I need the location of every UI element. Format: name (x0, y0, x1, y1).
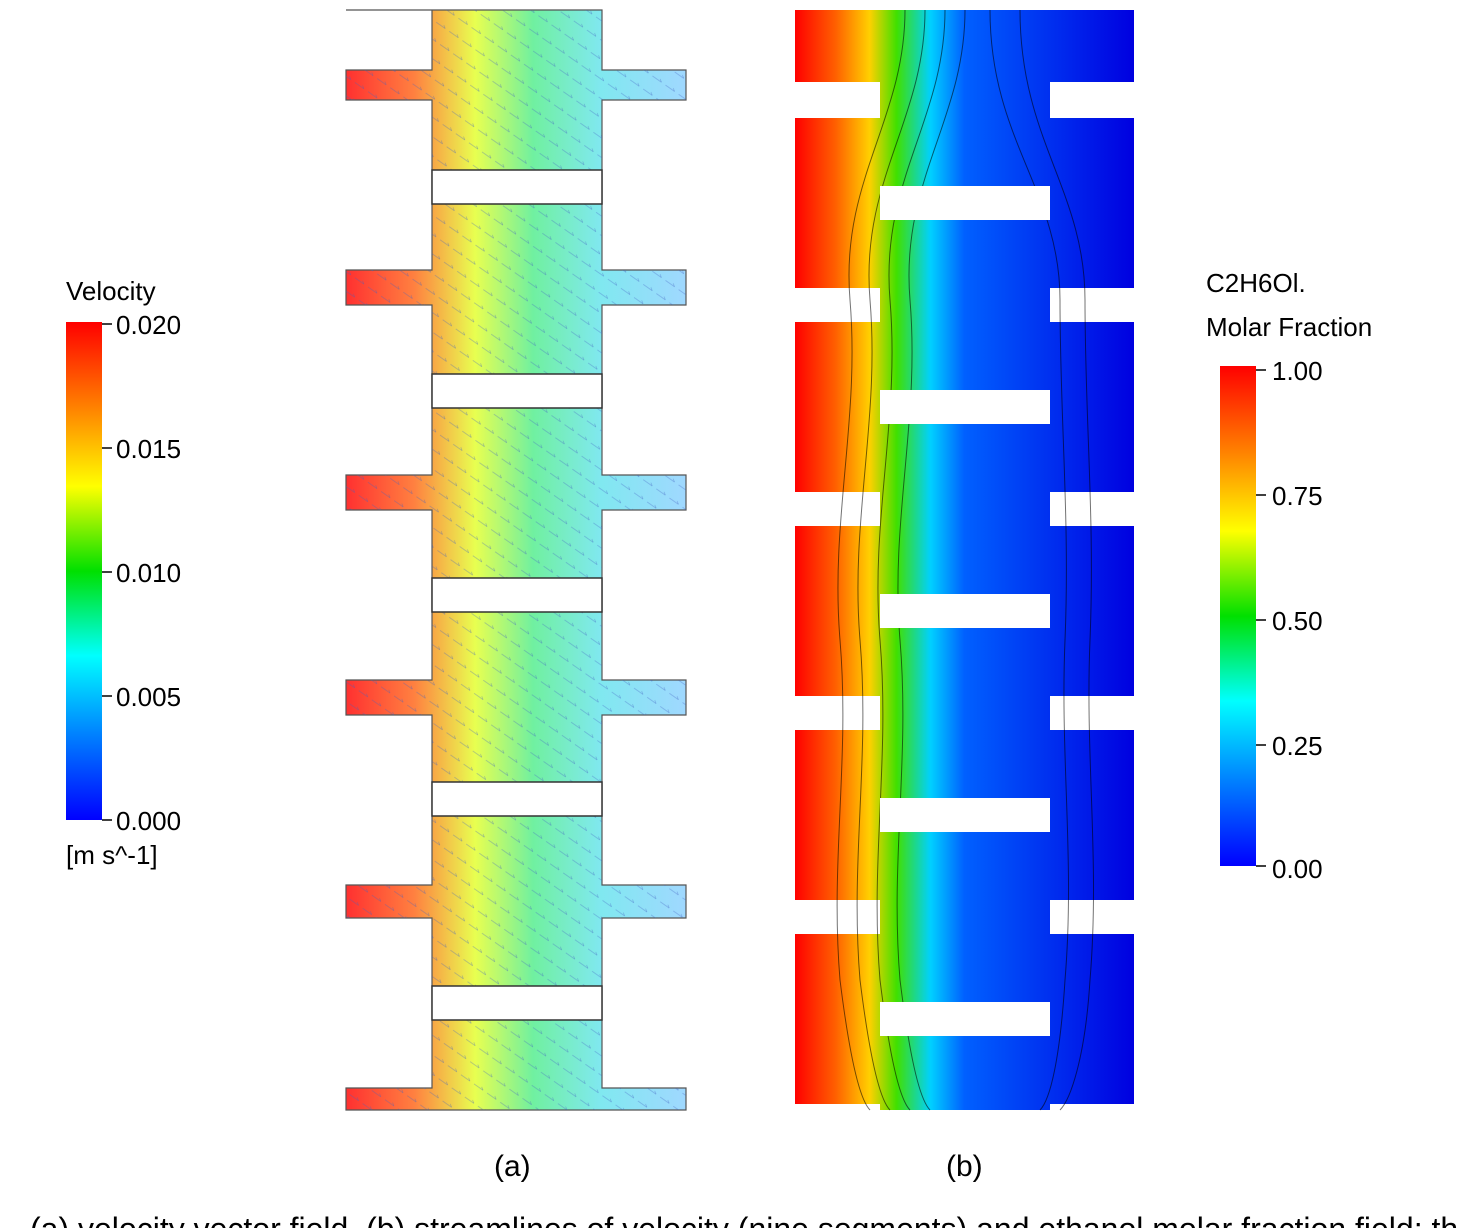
molar-fraction-legend: C2H6Ol. Molar Fraction 1.00 0.75 0.50 0.… (1206, 268, 1372, 884)
molar-fraction-tick-label: 0.25 (1272, 731, 1323, 761)
molar-fraction-legend-title: C2H6Ol. (1206, 268, 1306, 298)
panel-b-label: (b) (946, 1150, 983, 1183)
panel-b-baffle (880, 1002, 1050, 1036)
panel-a-baffle (431, 985, 603, 1021)
panel-b-baffle (880, 594, 1050, 628)
velocity-tick-label: 0.005 (116, 682, 181, 712)
panel-b-baffle (880, 390, 1050, 424)
velocity-tick-label: 0.020 (116, 310, 181, 340)
panel-a-baffle (431, 373, 603, 409)
panel-b-baffle (880, 798, 1050, 832)
velocity-legend-title: Velocity (66, 276, 156, 306)
panel-a-label: (a) (494, 1150, 531, 1183)
molar-fraction-colorbar-ticks (1256, 369, 1266, 867)
velocity-tick-label: 0.015 (116, 434, 181, 464)
molar-fraction-tick-label: 0.00 (1272, 854, 1323, 884)
velocity-tick-label: 0.000 (116, 806, 181, 836)
velocity-unit-label: [m s^-1] (66, 840, 158, 870)
panel-a-velocity-field (345, 9, 687, 1111)
panel-b-baffle (880, 186, 1050, 220)
panel-a-baffle (431, 781, 603, 817)
figure-caption: (a) velocity vector field, (b) streamlin… (30, 1211, 1460, 1228)
panel-b-molar-fraction-field (795, 9, 1134, 1111)
velocity-tick-label: 0.010 (116, 558, 181, 588)
panel-a-baffle (431, 577, 603, 613)
panel-a-baffle (431, 169, 603, 205)
molar-fraction-colorbar (1220, 366, 1256, 866)
molar-fraction-legend-subtitle: Molar Fraction (1206, 312, 1372, 342)
velocity-legend: Velocity 0.020 0.015 0.010 0.005 0.000 [… (66, 276, 181, 870)
molar-fraction-tick-label: 0.50 (1272, 606, 1323, 636)
panel-a-vector-arrows (346, 10, 686, 1110)
molar-fraction-tick-label: 0.75 (1272, 481, 1323, 511)
velocity-colorbar-ticks (102, 323, 112, 821)
velocity-colorbar (66, 322, 102, 820)
panel-b-channel (795, 10, 1134, 1110)
molar-fraction-tick-label: 1.00 (1272, 356, 1323, 386)
